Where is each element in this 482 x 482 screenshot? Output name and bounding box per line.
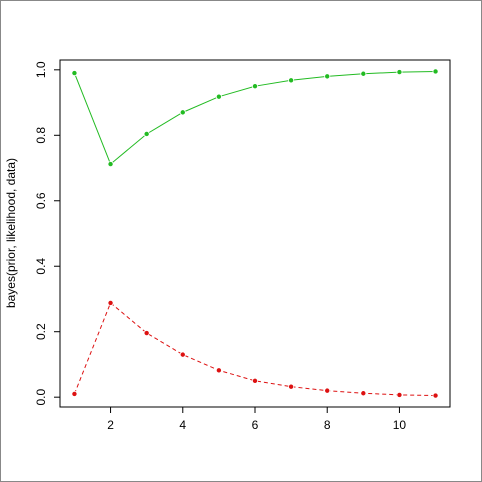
point bbox=[71, 390, 78, 397]
point bbox=[324, 387, 331, 394]
x-tick-label: 10 bbox=[393, 418, 407, 432]
point bbox=[432, 68, 439, 75]
point bbox=[71, 70, 78, 77]
point bbox=[324, 73, 331, 80]
point bbox=[215, 93, 222, 100]
point bbox=[360, 70, 367, 77]
point bbox=[107, 161, 114, 168]
y-tick-label: 0.8 bbox=[34, 127, 48, 144]
point bbox=[107, 299, 114, 306]
x-tick-label: 8 bbox=[324, 418, 331, 432]
x-tick-label: 6 bbox=[252, 418, 259, 432]
y-tick-label: 0.4 bbox=[34, 258, 48, 275]
series-line bbox=[73, 302, 436, 397]
point bbox=[396, 391, 403, 398]
point bbox=[288, 77, 295, 84]
point bbox=[179, 351, 186, 358]
point bbox=[432, 392, 439, 399]
point bbox=[215, 367, 222, 374]
y-tick-label: 0.0 bbox=[34, 389, 48, 406]
point bbox=[143, 130, 150, 137]
point bbox=[143, 330, 150, 337]
y-tick-label: 0.6 bbox=[34, 192, 48, 209]
point bbox=[288, 383, 295, 390]
y-tick-label: 1.0 bbox=[34, 61, 48, 78]
y-axis-label: bayes(prior, likelihood, data) bbox=[4, 158, 18, 308]
y-tick-label: 0.2 bbox=[34, 323, 48, 340]
point bbox=[251, 377, 258, 384]
x-tick-label: 4 bbox=[179, 418, 186, 432]
point bbox=[179, 109, 186, 116]
point bbox=[251, 83, 258, 90]
x-tick-label: 2 bbox=[107, 418, 114, 432]
point bbox=[360, 390, 367, 397]
point bbox=[396, 69, 403, 76]
